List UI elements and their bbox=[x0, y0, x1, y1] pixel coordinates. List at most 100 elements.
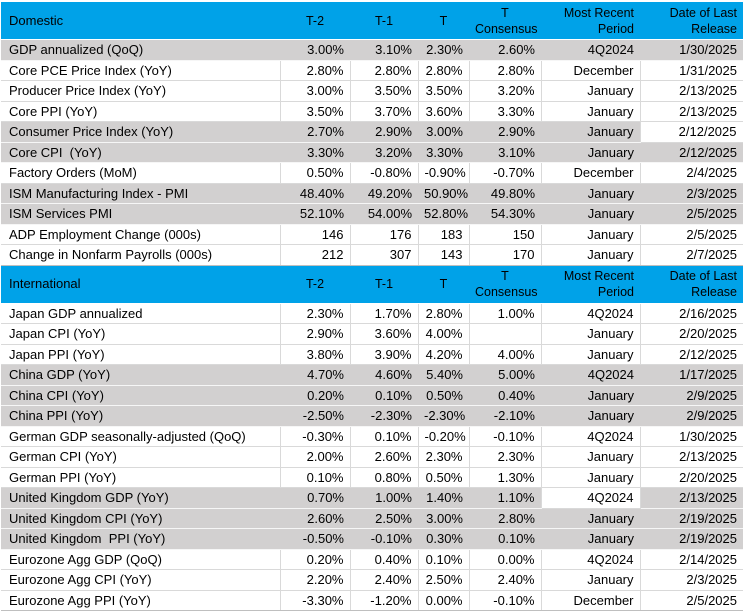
cell-consensus: -0.10% bbox=[469, 590, 542, 611]
domestic-header-row: Domestic T-2 T-1 T T Consensus Most Rece… bbox=[1, 2, 743, 40]
row-label: ADP Employment Change (000s) bbox=[1, 224, 281, 245]
cell-date: 2/20/2025 bbox=[640, 323, 743, 345]
column-header-date: Date of Last Release bbox=[640, 2, 743, 40]
cell-date: 2/5/2025 bbox=[640, 203, 743, 225]
cell-period: January bbox=[541, 224, 641, 245]
cell-consensus: 2.40% bbox=[469, 569, 542, 591]
table-row: China PPI (YoY) -2.50% -2.30% -2.30% -2.10% J… bbox=[1, 405, 743, 427]
cell-period: January bbox=[541, 569, 641, 591]
cell-consensus: 0.00% bbox=[469, 549, 542, 570]
cell-t1: 2.40% bbox=[350, 569, 419, 591]
cell-t2: -3.30% bbox=[280, 590, 351, 611]
cell-t2: 2.20% bbox=[280, 569, 351, 591]
cell-consensus: 150 bbox=[469, 224, 542, 245]
cell-t1: 3.90% bbox=[350, 344, 419, 365]
cell-period: January bbox=[541, 446, 641, 468]
row-label: German GDP seasonally-adjusted (QoQ) bbox=[1, 426, 281, 447]
cell-period: January bbox=[541, 142, 640, 163]
cell-t2: -0.50% bbox=[280, 528, 350, 550]
table-row: Factory Orders (MoM) 0.50% -0.80% -0.90% -0.… bbox=[1, 162, 743, 184]
cell-date: 2/5/2025 bbox=[640, 224, 743, 245]
cell-t: 50.90% bbox=[418, 183, 469, 204]
cell-t1: 1.70% bbox=[350, 303, 419, 324]
cell-period: January bbox=[541, 528, 640, 550]
column-header-date: Date of Last Release bbox=[640, 265, 743, 304]
cell-period: January bbox=[541, 323, 641, 345]
cell-consensus: 3.30% bbox=[469, 101, 542, 122]
cell-period: January bbox=[541, 405, 640, 427]
row-label: United Kingdom GDP (YoY) bbox=[1, 487, 280, 509]
row-label: United Kingdom CPI (YoY) bbox=[1, 508, 280, 529]
cell-consensus: 0.40% bbox=[469, 385, 541, 406]
table-row: GDP annualized (QoQ) 3.00% 3.10% 2.30% 2.60%… bbox=[1, 39, 743, 61]
row-label: China CPI (YoY) bbox=[1, 385, 280, 406]
cell-date: 2/3/2025 bbox=[640, 569, 743, 591]
cell-date: 2/12/2025 bbox=[640, 142, 743, 163]
cell-date: 2/19/2025 bbox=[640, 508, 743, 529]
row-label: ISM Manufacturing Index - PMI bbox=[1, 183, 280, 204]
cell-t: 3.00% bbox=[418, 508, 469, 529]
cell-date: 2/12/2025 bbox=[639, 121, 743, 143]
cell-t: 3.50% bbox=[418, 80, 470, 102]
column-header-t1: T-1 bbox=[350, 265, 418, 304]
cell-period: January bbox=[541, 183, 640, 204]
row-label: United Kingdom PPI (YoY) bbox=[1, 528, 280, 550]
cell-consensus: 3.20% bbox=[469, 80, 542, 102]
cell-t2: 4.70% bbox=[280, 364, 350, 386]
cell-t: -2.30% bbox=[418, 405, 469, 427]
cell-t1: 2.60% bbox=[350, 446, 419, 468]
cell-date: 2/16/2025 bbox=[640, 303, 743, 324]
cell-t1: -2.30% bbox=[350, 405, 418, 427]
cell-period: 4Q2024 bbox=[541, 426, 641, 447]
cell-t1: 3.70% bbox=[350, 101, 419, 122]
cell-t2: 2.60% bbox=[280, 508, 350, 529]
cell-period: January bbox=[541, 121, 640, 143]
cell-t: 4.00% bbox=[418, 323, 470, 345]
cell-t2: -0.30% bbox=[280, 426, 351, 447]
cell-t: 4.20% bbox=[418, 344, 470, 365]
cell-t2: 3.30% bbox=[280, 142, 350, 163]
row-label: Eurozone Agg PPI (YoY) bbox=[1, 590, 281, 611]
cell-t: -0.90% bbox=[418, 162, 470, 184]
table-row: Change in Nonfarm Payrolls (000s) 212 307 1… bbox=[1, 244, 743, 266]
cell-t2: 48.40% bbox=[280, 183, 350, 204]
cell-period: January bbox=[541, 508, 640, 529]
table-row: China CPI (YoY) 0.20% 0.10% 0.50% 0.40% Janua… bbox=[1, 385, 743, 406]
row-label: GDP annualized (QoQ) bbox=[1, 39, 280, 61]
cell-t2: 3.00% bbox=[280, 80, 351, 102]
cell-t1: 1.00% bbox=[350, 487, 418, 509]
row-label: Japan GDP annualized bbox=[1, 303, 281, 324]
cell-consensus: 3.10% bbox=[469, 142, 541, 163]
cell-consensus: 5.00% bbox=[469, 364, 541, 386]
cell-t2: 2.70% bbox=[280, 121, 350, 143]
table-row: Core CPI (YoY) 3.30% 3.20% 3.30% 3.10% Januar… bbox=[1, 142, 743, 163]
cell-t: 1.40% bbox=[418, 487, 469, 509]
cell-t: 143 bbox=[418, 244, 470, 266]
cell-date: 2/3/2025 bbox=[640, 183, 743, 204]
cell-period: January bbox=[541, 80, 641, 102]
cell-consensus: 1.30% bbox=[469, 467, 542, 488]
cell-t2: 0.20% bbox=[280, 385, 350, 406]
cell-consensus: 1.10% bbox=[469, 487, 541, 509]
cell-date: 2/14/2025 bbox=[640, 549, 743, 570]
cell-date: 2/13/2025 bbox=[640, 446, 743, 468]
cell-t1: 3.20% bbox=[350, 142, 418, 163]
cell-t: 3.30% bbox=[418, 142, 469, 163]
cell-t2: 0.70% bbox=[280, 487, 350, 509]
row-label: Japan CPI (YoY) bbox=[1, 323, 281, 345]
cell-t: 2.80% bbox=[418, 303, 470, 324]
cell-t1: 2.50% bbox=[350, 508, 418, 529]
table-row: German PPI (YoY) 0.10% 0.80% 0.50% 1.30% Janu… bbox=[1, 467, 743, 488]
row-label: Core PPI (YoY) bbox=[1, 101, 281, 122]
row-label: Eurozone Agg GDP (QoQ) bbox=[1, 549, 281, 570]
table-row: Japan CPI (YoY) 2.90% 3.60% 4.00% January 2/2… bbox=[1, 323, 743, 345]
cell-t2: 146 bbox=[280, 224, 351, 245]
cell-consensus: -0.10% bbox=[469, 426, 542, 447]
cell-t: 0.30% bbox=[418, 528, 469, 550]
cell-consensus: -2.10% bbox=[469, 405, 541, 427]
table-row: Eurozone Agg CPI (YoY) 2.20% 2.40% 2.50% 2.4… bbox=[1, 569, 743, 591]
cell-date: 2/9/2025 bbox=[640, 385, 743, 406]
cell-t2: 0.10% bbox=[280, 467, 351, 488]
table-row: German GDP seasonally-adjusted (QoQ) -0.3… bbox=[1, 426, 743, 447]
